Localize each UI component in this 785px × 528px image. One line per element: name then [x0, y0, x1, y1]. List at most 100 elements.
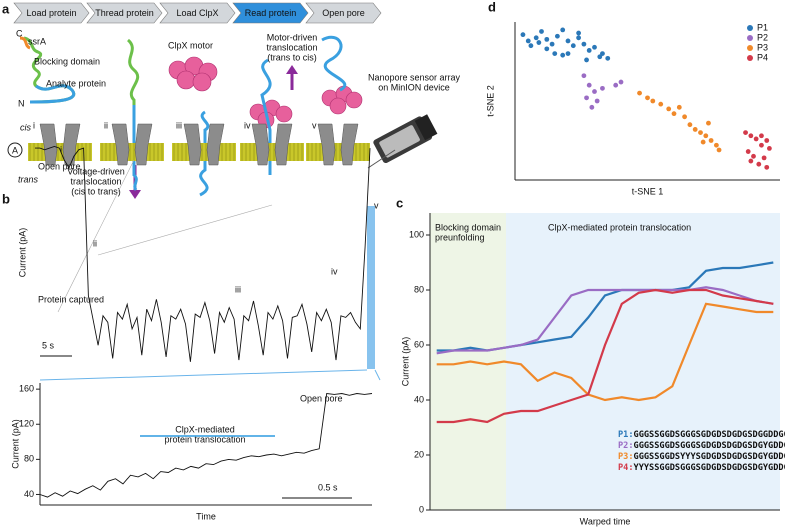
zoom-line	[39, 369, 368, 381]
sequence-text: GGGSSGGDSGGGSGDGDSDGDGSDGYGDDGGEYYDYDDS	[634, 441, 785, 451]
panel-label: a	[2, 1, 10, 16]
annotation: ii	[93, 238, 97, 248]
step-arrow	[13, 2, 90, 24]
scatter-point	[759, 142, 764, 148]
pore	[317, 123, 336, 166]
sequence: P1:GGGSSGGDSGGGSGDGDSDGDGSDGGDDGGEGGDGDD…	[618, 430, 785, 440]
scatter-point	[666, 106, 672, 112]
ammeter-label: A	[12, 145, 18, 155]
membrane	[240, 143, 304, 161]
scatter-point	[560, 52, 566, 58]
pore	[340, 123, 359, 166]
label: Motor-driven	[267, 32, 318, 42]
step-arrow	[305, 2, 382, 24]
scatter-point	[618, 79, 624, 85]
legend-marker	[747, 35, 753, 41]
scatter-point	[764, 164, 770, 170]
pore	[206, 123, 225, 166]
scatter-point	[549, 41, 555, 47]
annotation: Blocking domain	[435, 222, 501, 232]
step-arrow	[159, 2, 236, 24]
membrane	[306, 143, 370, 161]
y-tick-label: 0	[419, 504, 424, 514]
y-axis-label: Current (pA)	[10, 419, 20, 469]
scatter-point	[592, 89, 597, 94]
scatter-point	[751, 153, 756, 159]
label: (cis to trans)	[71, 186, 121, 196]
annotation: preunfolding	[435, 232, 485, 242]
y-tick-label: 100	[409, 229, 424, 239]
protein	[321, 35, 347, 92]
annotation: ClpX-mediated protein translocation	[548, 222, 691, 232]
line-series	[436, 302, 774, 402]
sequence-text: YYYSSGGDSGGGSGDGDSDGDGSDGYGDDGGEYYDYDDS	[634, 463, 785, 473]
protein	[199, 110, 210, 197]
step-label: Open pore	[322, 8, 365, 18]
protein	[29, 84, 76, 104]
scatter-point	[586, 82, 592, 88]
line-series	[436, 286, 774, 355]
scatter-point	[753, 136, 759, 142]
legend-label: P2	[757, 32, 768, 42]
annotation: v	[374, 200, 379, 210]
annotation: 5 s	[42, 340, 55, 350]
scatter-point	[692, 127, 698, 132]
scatter-point	[764, 138, 770, 143]
y-tick-label: 60	[414, 339, 424, 349]
sequence-text: GGGSSGGDSYYYSGDGDSDGDGSDGYGDDGGEYYDYDDS	[634, 452, 785, 462]
scatter-point	[589, 104, 595, 110]
scatter-point	[671, 111, 677, 117]
legend-label: P4	[757, 52, 768, 62]
y-tick-label: 80	[24, 454, 34, 464]
annotation: iv	[331, 266, 338, 276]
panel-label: b	[2, 191, 10, 206]
line-series	[436, 288, 774, 424]
scatter-point	[658, 101, 664, 107]
stage-label: iv	[244, 120, 251, 130]
region	[506, 213, 780, 510]
line-series	[39, 393, 373, 498]
label: translocation	[70, 176, 121, 186]
x-axis-label: Warped time	[580, 516, 631, 526]
scatter-point	[682, 114, 687, 120]
x-axis-label: t-SNE 1	[632, 186, 664, 196]
scatter-point	[570, 43, 576, 49]
legend-label: P3	[757, 42, 768, 52]
protein	[126, 38, 140, 175]
scatter-point	[584, 57, 589, 63]
sequence-label: P2:	[618, 441, 634, 451]
sequence-label: P1:	[618, 430, 634, 440]
diagram-art	[19, 35, 438, 199]
label: ClpX motor	[168, 40, 213, 50]
scatter-point	[592, 44, 597, 50]
scatter-point	[745, 149, 751, 154]
callout	[367, 149, 396, 169]
label: Nanopore sensor array	[368, 72, 461, 82]
scatter-point	[687, 122, 693, 128]
stage-label: i	[33, 120, 35, 130]
legend-label: P1	[757, 22, 768, 32]
scatter-point	[759, 133, 764, 139]
scatter-point	[528, 43, 534, 49]
scatter-point	[748, 158, 754, 164]
sequence: P3:GGGSSGGDSYYYSGDGDSDGDGSDGYGDDGGEYYDYD…	[618, 452, 785, 462]
pore	[39, 123, 58, 166]
y-tick-label: 40	[414, 394, 424, 404]
y-tick-label: 120	[19, 419, 34, 429]
scatter-point	[533, 35, 539, 41]
label: cis	[20, 122, 31, 132]
y-tick-label: 40	[24, 489, 34, 499]
y-tick-label: 160	[19, 384, 34, 394]
scatter-point	[703, 133, 709, 139]
stage-label: v	[312, 120, 317, 130]
protein	[23, 36, 76, 104]
scatter-point	[698, 130, 703, 136]
annotation: Open pore	[300, 393, 343, 403]
label: on MinION device	[378, 82, 450, 92]
guide-line	[57, 159, 135, 313]
pore	[183, 123, 202, 166]
step-arrow	[232, 2, 309, 24]
scatter-point	[748, 133, 754, 139]
protein	[132, 105, 138, 191]
